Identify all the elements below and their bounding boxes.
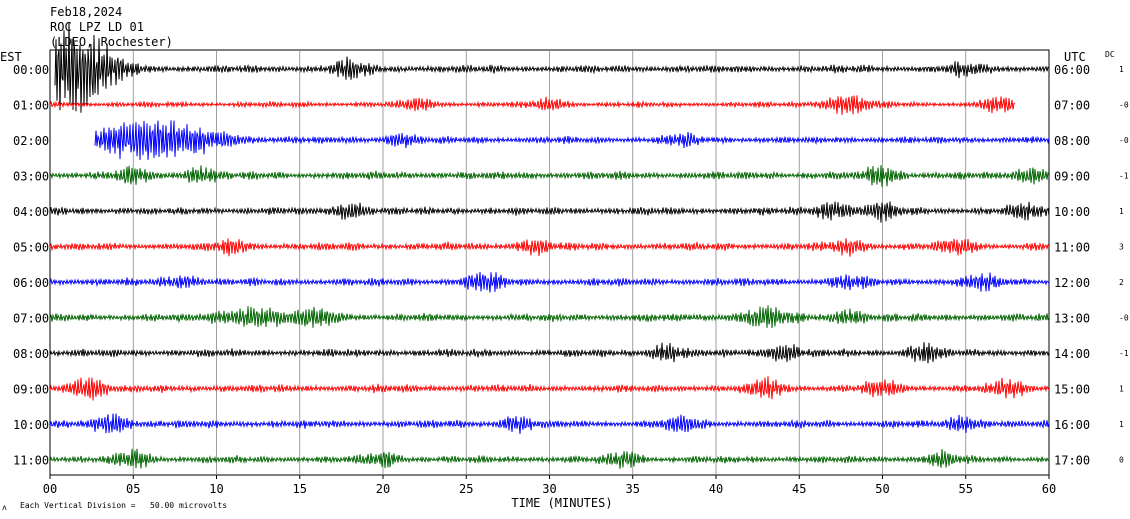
x-tick-label: 05 xyxy=(126,482,140,496)
x-tick-label: 55 xyxy=(959,482,973,496)
utc-hour-label: 06:00 xyxy=(1054,63,1090,77)
x-tick-label: 30 xyxy=(542,482,556,496)
est-hour-label: 03:00 xyxy=(13,170,49,184)
est-hour-label: 02:00 xyxy=(13,134,49,148)
trace-row-06:00 xyxy=(49,271,1050,293)
est-hour-label: 07:00 xyxy=(13,312,49,326)
dc-offset-label: 2 xyxy=(1119,278,1124,287)
x-tick-label: 60 xyxy=(1042,482,1056,496)
x-axis-title: TIME (MINUTES) xyxy=(511,496,612,510)
trace-row-10:00 xyxy=(49,413,1050,434)
trace-row-00:00 xyxy=(54,21,1050,113)
utc-hour-label: 09:00 xyxy=(1054,170,1090,184)
utc-hour-label: 10:00 xyxy=(1054,205,1090,219)
utc-hour-label: 11:00 xyxy=(1054,241,1090,255)
dc-offset-label: -0 xyxy=(1119,136,1129,145)
x-tick-label: 20 xyxy=(376,482,390,496)
dc-offset-label: -0 xyxy=(1119,314,1129,323)
est-hour-label: 04:00 xyxy=(13,205,49,219)
x-tick-label: 10 xyxy=(209,482,223,496)
date-label: Feb18,2024 xyxy=(50,5,122,19)
utc-hour-label: 17:00 xyxy=(1054,454,1090,468)
trace-row-02:00 xyxy=(94,120,1050,161)
x-axis-ticks: 00 05 10 15 20 25 30 35 40 45 50 55 60 xyxy=(43,475,1056,496)
x-tick-label: 00 xyxy=(43,482,57,496)
trace-row-03:00 xyxy=(49,165,1050,187)
est-hour-label: 11:00 xyxy=(13,454,49,468)
dc-offset-label: -0 xyxy=(1119,101,1129,110)
est-axis-label: EST xyxy=(0,50,22,64)
dc-offset-label: 3 xyxy=(1119,243,1124,252)
dc-offset-label: 1 xyxy=(1119,385,1124,394)
vertical-grid xyxy=(132,50,967,475)
utc-hour-label: 08:00 xyxy=(1054,134,1090,148)
utc-hour-label: 12:00 xyxy=(1054,276,1090,290)
est-hour-label: 05:00 xyxy=(13,241,49,255)
dc-offset-label: 1 xyxy=(1119,420,1124,429)
x-tick-label: 25 xyxy=(459,482,473,496)
utc-hour-label: 13:00 xyxy=(1054,312,1090,326)
trace-row-01:00 xyxy=(49,95,1016,115)
x-tick-label: 50 xyxy=(875,482,889,496)
scale-note: Each Vertical Division = 50.00 microvolt… xyxy=(20,501,227,510)
scale-icon: ᴧ xyxy=(2,503,7,512)
x-tick-label: 45 xyxy=(792,482,806,496)
x-tick-label: 40 xyxy=(709,482,723,496)
est-hour-label: 00:00 xyxy=(13,63,49,77)
utc-hour-label: 07:00 xyxy=(1054,99,1090,113)
dc-offset-label: 1 xyxy=(1119,65,1124,74)
station-label: ROC LPZ LD 01 xyxy=(50,20,144,34)
trace-row-08:00 xyxy=(49,342,1050,364)
trace-group xyxy=(49,21,1050,469)
trace-row-05:00 xyxy=(49,238,1050,257)
utc-hour-label: 16:00 xyxy=(1054,418,1090,432)
est-hour-label: 08:00 xyxy=(13,347,49,361)
trace-row-04:00 xyxy=(49,201,1050,223)
est-hour-label: 10:00 xyxy=(13,418,49,432)
dc-offset-label: -1 xyxy=(1119,172,1129,181)
row-labels: 00:00 06:00 1 01:00 07:00 -0 02:00 08:00 -0 03:00… xyxy=(13,63,1129,468)
trace-row-11:00 xyxy=(49,448,1050,469)
dc-axis-label: DC xyxy=(1105,50,1115,59)
est-hour-label: 06:00 xyxy=(13,276,49,290)
utc-axis-label: UTC xyxy=(1064,50,1086,64)
network-label: (LDEO, Rochester) xyxy=(50,35,173,49)
trace-row-07:00 xyxy=(49,305,1050,329)
dc-offset-label: -1 xyxy=(1119,349,1129,358)
x-tick-label: 15 xyxy=(293,482,307,496)
est-hour-label: 09:00 xyxy=(13,383,49,397)
trace-row-09:00 xyxy=(49,376,1050,401)
dc-offset-label: 0 xyxy=(1119,456,1124,465)
utc-hour-label: 14:00 xyxy=(1054,347,1090,361)
est-hour-label: 01:00 xyxy=(13,99,49,113)
utc-hour-label: 15:00 xyxy=(1054,383,1090,397)
dc-offset-label: 1 xyxy=(1119,207,1124,216)
x-tick-label: 35 xyxy=(626,482,640,496)
